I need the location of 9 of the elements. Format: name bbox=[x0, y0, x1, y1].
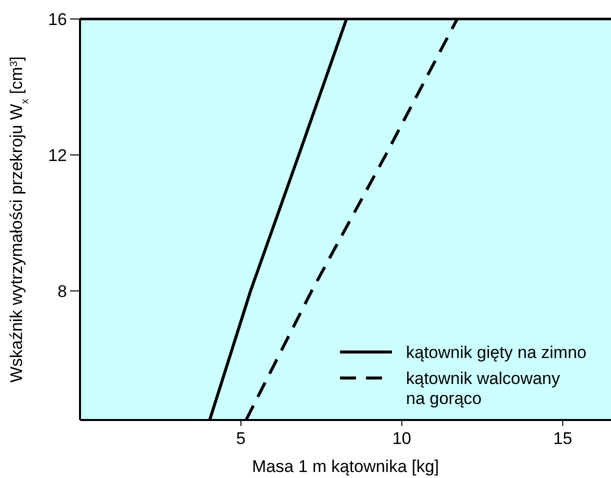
x-tick-label: 5 bbox=[236, 429, 246, 448]
legend-label: kątownik walcowany na gorąco bbox=[406, 369, 561, 408]
x-tick-label: 15 bbox=[553, 429, 572, 448]
x-tick-label: 10 bbox=[392, 429, 412, 448]
y-tick-label: 16 bbox=[48, 10, 67, 29]
y-tick-label: 8 bbox=[58, 282, 67, 301]
legend-label: kątownik gięty na zimno bbox=[406, 343, 586, 362]
x-axis-title: Masa 1 m kątownika [kg] bbox=[252, 457, 440, 476]
y-tick-label: 12 bbox=[48, 146, 67, 165]
